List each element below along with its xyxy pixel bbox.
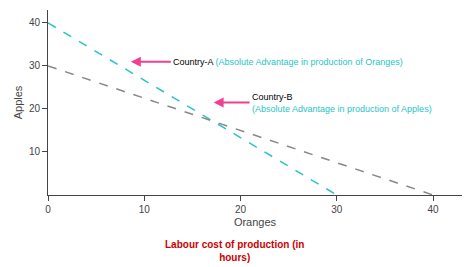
svg-text:20: 20: [235, 204, 247, 215]
svg-text:Apples: Apples: [12, 85, 24, 119]
svg-text:10: 10: [139, 204, 151, 215]
svg-text:10: 10: [29, 146, 41, 157]
svg-text:30: 30: [331, 204, 343, 215]
svg-text:Country-A (Absolute Advantage: Country-A (Absolute Advantage in product…: [173, 57, 403, 67]
svg-text:20: 20: [29, 103, 41, 114]
svg-text:Oranges: Oranges: [234, 216, 277, 228]
svg-text:30: 30: [29, 60, 41, 71]
svg-text:Country-B (Absolute Advantage: Country-B (Absolute Advantage in product…: [252, 92, 432, 114]
svg-text:40: 40: [29, 17, 41, 28]
svg-text:Labour cost of production (inh: Labour cost of production (inhours): [165, 239, 304, 263]
svg-text:40: 40: [428, 204, 440, 215]
svg-text:0: 0: [45, 204, 51, 215]
